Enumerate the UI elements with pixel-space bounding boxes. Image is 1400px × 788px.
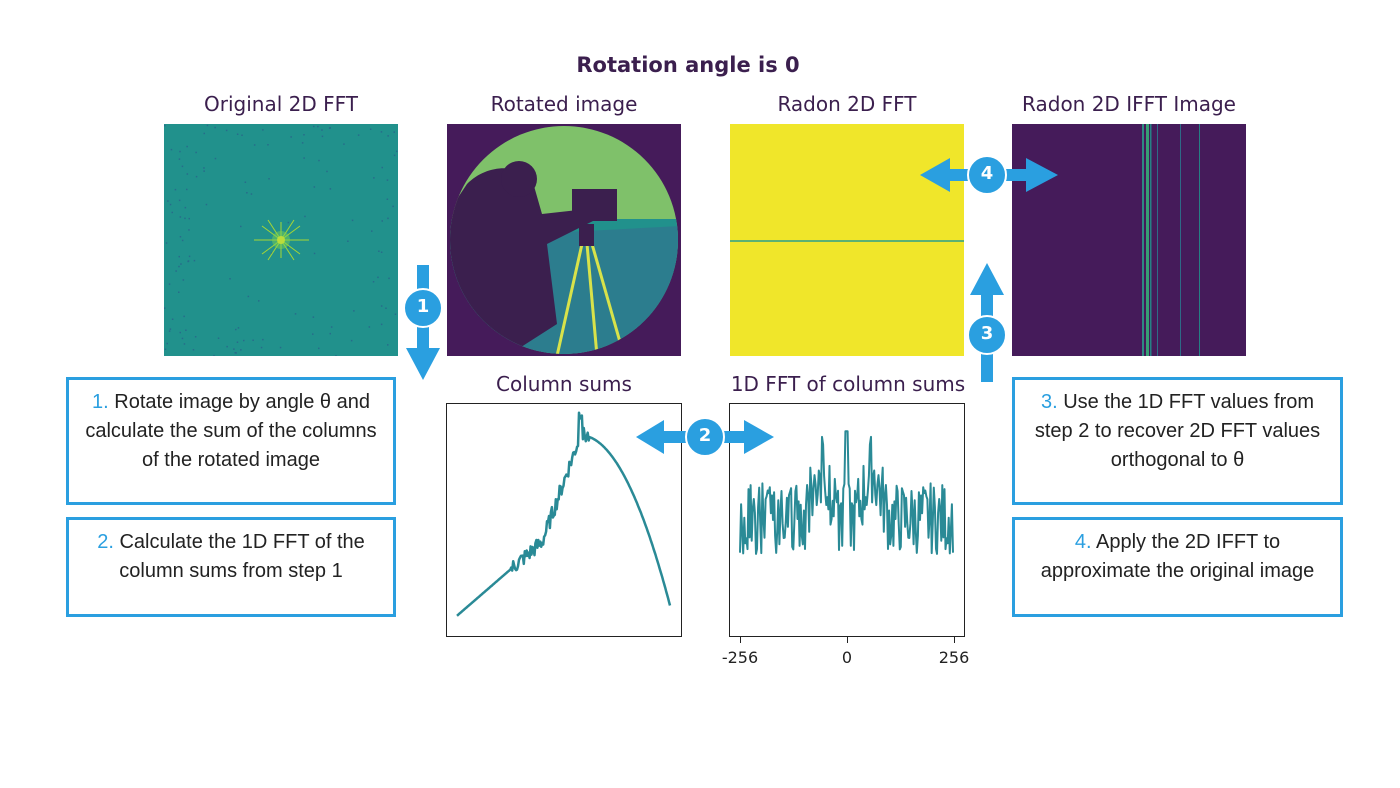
radon-fft-image xyxy=(730,124,964,356)
fft-column-sums-title: 1D FFT of column sums xyxy=(730,372,966,396)
x-tick-mark xyxy=(954,637,955,643)
original-fft-title: Original 2D FFT xyxy=(204,92,358,116)
step-1-number: 1. xyxy=(92,391,109,413)
x-tick-mark xyxy=(847,637,848,643)
step-4-arrow xyxy=(920,155,1058,195)
step-2-badge: 2 xyxy=(698,425,712,446)
step-3-number: 3. xyxy=(1040,391,1058,413)
step-2-text: Calculate the 1D FFT of the column sums … xyxy=(119,531,365,582)
step-4-number: 4. xyxy=(1074,531,1092,553)
figure-title: Rotation angle is 0 xyxy=(576,53,800,77)
fft-column-sums-line xyxy=(739,430,954,555)
step-4-text: Apply the 2D IFFT to approximate the ori… xyxy=(1040,531,1315,582)
step-1-note: 1. Rotate image by angle θ and calculate… xyxy=(66,377,396,505)
step-3-badge: 3 xyxy=(980,323,994,344)
x-tick-mark xyxy=(740,637,741,643)
step-1-badge: 1 xyxy=(416,296,430,317)
step-3-note: 3. Use the 1D FFT values from step 2 to … xyxy=(1012,377,1343,505)
fft-column-sums-plot xyxy=(729,403,965,637)
step-3-arrow xyxy=(967,263,1007,382)
column-sums-plot xyxy=(446,403,682,637)
x-tick-label: 0 xyxy=(841,648,853,667)
step-2-number: 2. xyxy=(97,531,114,553)
column-sums-title: Column sums xyxy=(496,372,632,396)
original-fft-image xyxy=(164,124,398,356)
rotated-image-title: Rotated image xyxy=(490,92,638,116)
step-4-badge: 4 xyxy=(980,163,994,184)
radon-fft-title: Radon 2D FFT xyxy=(777,92,917,116)
radon-ifft-image xyxy=(1012,124,1246,356)
step-1-text: Rotate image by angle θ and calculate th… xyxy=(85,391,377,471)
rotated-image xyxy=(447,124,681,356)
step-4-note: 4. Apply the 2D IFFT to approximate the … xyxy=(1012,517,1343,617)
step-2-note: 2. Calculate the 1D FFT of the column su… xyxy=(66,517,396,617)
radon-ifft-title: Radon 2D IFFT Image xyxy=(1022,92,1236,116)
column-sums-line xyxy=(456,411,672,617)
step-3-text: Use the 1D FFT values from step 2 to rec… xyxy=(1034,391,1321,471)
step-2-arrow xyxy=(636,417,774,457)
x-tick-label: -256 xyxy=(721,648,759,667)
x-tick-label: 256 xyxy=(938,648,970,667)
step-1-arrow xyxy=(403,265,443,380)
